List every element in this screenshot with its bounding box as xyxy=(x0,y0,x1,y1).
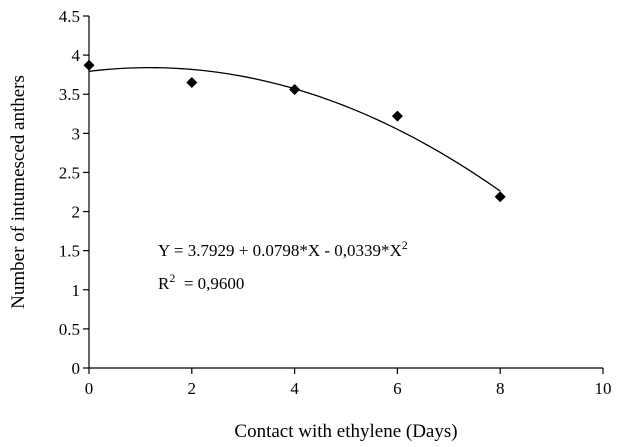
y-axis-title: Number of intumesced anthers xyxy=(8,75,29,309)
data-point-marker xyxy=(391,110,403,122)
y-tick-label: 1.5 xyxy=(59,242,80,261)
x-tick-label: 10 xyxy=(595,379,612,398)
y-tick-label: 0 xyxy=(72,359,81,378)
chart-axes xyxy=(88,16,603,369)
y-tick-label: 2.5 xyxy=(59,163,80,182)
regression-equation: Y = 3.7929 + 0.0798*X - 0,0339*X2 xyxy=(158,238,408,260)
r-squared-prefix: R xyxy=(158,274,170,293)
x-tick-label: 2 xyxy=(188,379,197,398)
data-point-marker xyxy=(83,59,95,71)
r-squared-label: R2 = 0,9600 xyxy=(158,271,244,293)
x-tick-label: 4 xyxy=(290,379,299,398)
x-axis-ticks: 0 2 4 6 8 10 xyxy=(85,368,612,398)
y-axis-ticks: 0 0.5 1 1.5 2 2.5 3 3.5 4 4.5 xyxy=(59,7,89,378)
y-tick-label: 3 xyxy=(72,124,81,143)
y-tick-label: 4 xyxy=(72,46,81,65)
x-tick-label: 8 xyxy=(496,379,505,398)
data-point-marker xyxy=(186,76,198,88)
y-tick-label: 3.5 xyxy=(59,85,80,104)
equation-exponent: 2 xyxy=(402,238,408,252)
x-tick-label: 6 xyxy=(393,379,402,398)
data-point-marker xyxy=(494,191,506,203)
y-tick-label: 2 xyxy=(72,203,81,222)
r-squared-value: = 0,9600 xyxy=(175,274,244,293)
equation-main: Y = 3.7929 + 0.0798*X - 0,0339*X xyxy=(158,241,402,260)
y-tick-label: 0.5 xyxy=(59,320,80,339)
x-tick-label: 0 xyxy=(85,379,94,398)
y-tick-label: 4.5 xyxy=(59,7,80,26)
y-tick-label: 1 xyxy=(72,281,81,300)
r-squared-exponent: 2 xyxy=(169,271,175,285)
data-point-marker xyxy=(289,84,301,96)
data-points xyxy=(83,59,506,203)
x-axis-title: Contact with ethylene (Days) xyxy=(234,421,457,442)
